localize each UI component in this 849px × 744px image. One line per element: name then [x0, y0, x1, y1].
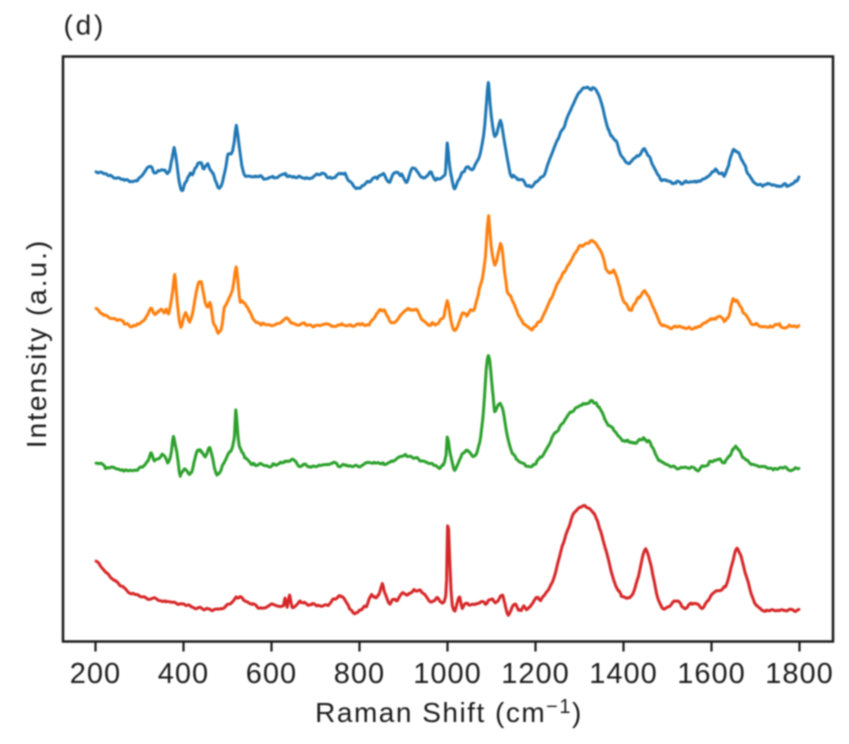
svg-text:1200: 1200 — [501, 658, 570, 690]
svg-text:400: 400 — [158, 658, 209, 690]
svg-text:1000: 1000 — [413, 658, 482, 690]
svg-text:1600: 1600 — [677, 658, 746, 690]
svg-text:Raman Shift (cm−1): Raman Shift (cm−1) — [315, 696, 583, 728]
svg-text:Intensity (a.u.): Intensity (a.u.) — [21, 239, 52, 448]
svg-text:800: 800 — [334, 658, 385, 690]
svg-text:200: 200 — [70, 658, 121, 690]
svg-text:600: 600 — [246, 658, 297, 690]
svg-text:1400: 1400 — [589, 658, 658, 690]
svg-text:(d): (d) — [64, 10, 107, 41]
svg-text:1800: 1800 — [765, 658, 834, 690]
